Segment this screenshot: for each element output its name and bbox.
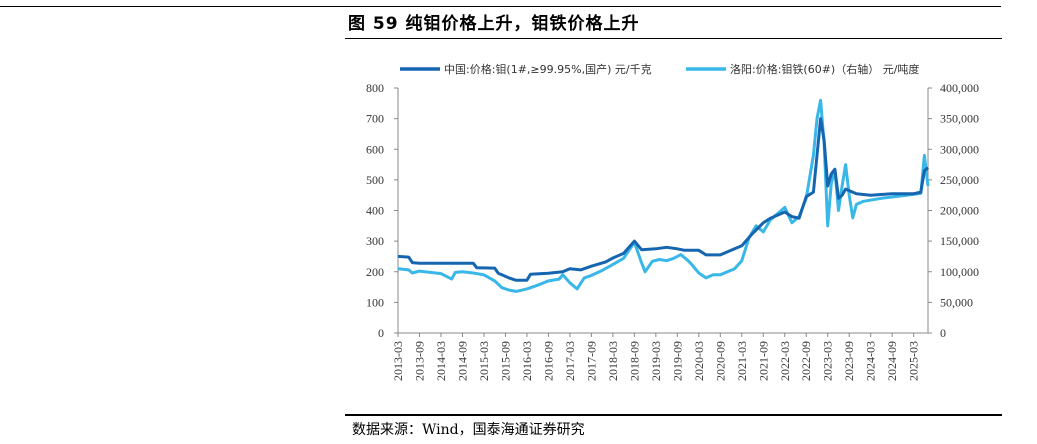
title-rule (345, 38, 1002, 39)
x-tick-label: 2015-03 (477, 341, 491, 381)
series-line-ferromolybdenum (397, 98, 930, 293)
x-tick-label: 2015-09 (498, 341, 512, 381)
data-source: 数据来源：Wind，国泰海通证券研究 (352, 422, 585, 438)
x-tick-label: 2017-09 (584, 341, 598, 381)
x-tick-label: 2013-03 (391, 341, 405, 381)
figure-title: 图 59 纯钼价格上升，钼铁价格上升 (348, 14, 640, 34)
x-tick-label: 2016-09 (541, 341, 555, 381)
legend-label: 中国:价格:钼(1#,≥99.95%,国产) 元/千克 (444, 62, 652, 76)
x-tick-label: 2018-03 (606, 341, 620, 381)
right-tick-label: 0 (940, 326, 946, 340)
x-tick-label: 2016-03 (520, 341, 534, 381)
right-tick-label: 300,000 (940, 142, 979, 156)
top-rule (0, 6, 1001, 7)
right-tick-label: 350,000 (940, 112, 979, 126)
right-tick-label: 50,000 (940, 295, 973, 309)
left-tick-label: 400 (366, 204, 384, 218)
right-tick-label: 100,000 (940, 265, 979, 279)
legend-label: 洛阳:价格:钼铁(60#)（右轴） 元/吨度 (730, 62, 919, 76)
x-tick-label: 2014-09 (455, 341, 469, 381)
axes: 0 100 200 300 400 500 600 700 800 0 50,000 100,000 1… (366, 81, 979, 381)
x-tick-label: 2019-09 (670, 341, 684, 381)
x-tick-label: 2024-09 (885, 341, 899, 381)
x-tick-label: 2022-09 (799, 341, 813, 381)
x-tick-label: 2024-03 (864, 341, 878, 381)
x-tick-label: 2025-03 (907, 341, 921, 381)
left-tick-label: 100 (366, 295, 384, 309)
left-tick-label: 0 (378, 326, 384, 340)
x-tick-label: 2014-03 (434, 341, 448, 381)
x-tick-label: 2020-09 (713, 341, 727, 381)
x-tick-label: 2017-03 (563, 341, 577, 381)
x-tick-label: 2021-09 (756, 341, 770, 381)
left-tick-label: 700 (366, 112, 384, 126)
left-tick-label: 300 (366, 234, 384, 248)
left-tick-label: 800 (366, 81, 384, 95)
left-tick-label: 600 (366, 142, 384, 156)
plot-area (397, 98, 930, 293)
right-tick-label: 150,000 (940, 234, 979, 248)
x-tick-label: 2013-09 (412, 341, 426, 381)
x-tick-label: 2021-03 (735, 341, 749, 381)
x-tick-label: 2023-09 (842, 341, 856, 381)
x-tick-label: 2023-03 (821, 341, 835, 381)
x-tick-label: 2020-03 (692, 341, 706, 381)
legend: 中国:价格:钼(1#,≥99.95%,国产) 元/千克 洛阳:价格:钼铁(60#)… (400, 62, 919, 76)
x-tick-label: 2018-09 (627, 341, 641, 381)
series-line-molybdenum (397, 117, 929, 282)
left-tick-label: 200 (366, 265, 384, 279)
x-tick-label: 2022-03 (778, 341, 792, 381)
x-tick-label: 2019-03 (649, 341, 663, 381)
right-tick-label: 250,000 (940, 173, 979, 187)
right-tick-label: 400,000 (940, 81, 979, 95)
left-tick-label: 500 (366, 173, 384, 187)
right-tick-label: 200,000 (940, 204, 979, 218)
bottom-rule (345, 414, 1002, 416)
